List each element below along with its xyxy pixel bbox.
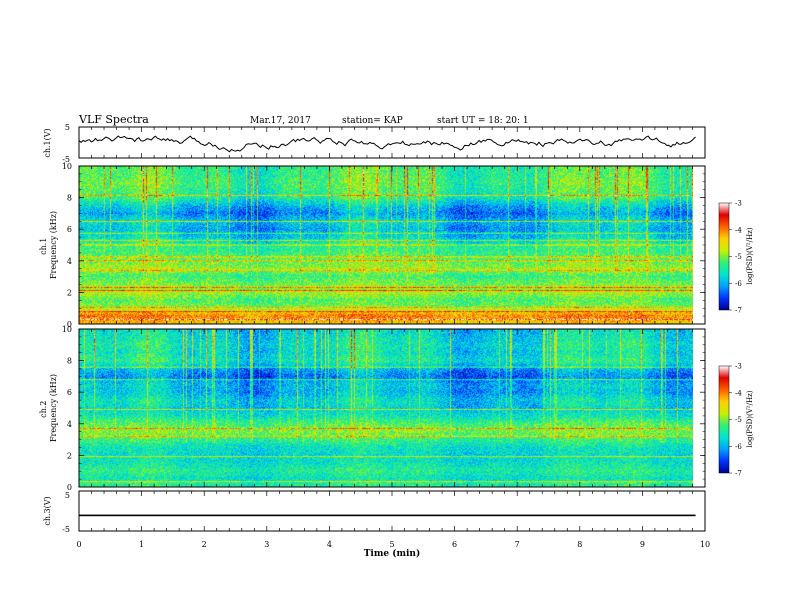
time-tick-label: 9 (640, 540, 645, 549)
ch1-colorbar-label: log(PSD)(V²/Hz) (746, 227, 754, 284)
ch1-colorbar-gradient (718, 202, 730, 311)
ch3-waveform-panel: 5 -5 ch.3(V) (43, 490, 706, 534)
cb1-tick-label: -7 (735, 307, 742, 315)
time-tick-label: 8 (577, 540, 582, 549)
ch1-ytick-label: 0 (67, 320, 72, 329)
ch2-ytick-label: 4 (67, 420, 72, 429)
ch1-spectrogram-image (79, 166, 693, 324)
ch1-ytick-bottom: -5 (62, 155, 70, 164)
ch1-ytick-label: 10 (62, 162, 72, 171)
ch3-xticks (78, 491, 706, 531)
time-tick-label: 3 (264, 540, 269, 549)
ch1-spectrogram-xticks (78, 166, 706, 324)
time-axis-tick-labels: 0 1 2 3 4 5 6 7 8 9 10 (76, 540, 710, 549)
ch2-colorbar: -3 -4 -5 -6 -7 log(PSD)(V²/Hz) (718, 363, 754, 478)
ch1-frequency-ylabel-line2: Frequency (kHz) (49, 211, 58, 279)
ch2-frequency-ylabel-line2: Frequency (kHz) (49, 374, 58, 442)
ch1-xticks (78, 127, 706, 158)
ch3-waveform-trace (79, 514, 696, 517)
ch1-ytick-label: 2 (67, 288, 72, 297)
ch3-ytick-top: 5 (65, 491, 70, 500)
cb2-tick-label: -6 (735, 443, 742, 451)
ch1-waveform-trace (78, 135, 696, 153)
ch3-ylabel: ch.3(V) (43, 496, 52, 525)
ch2-colorbar-label: log(PSD)(V²/Hz) (746, 390, 754, 447)
cb2-tick-label: -5 (735, 416, 742, 424)
cb2-tick-label: -7 (735, 470, 742, 478)
time-axis-label: Time (min) (364, 548, 421, 559)
figure-title: VLF Spectra (78, 113, 149, 126)
ch2-ytick-label: 10 (62, 325, 72, 334)
ch2-spectrogram-xticks (78, 329, 706, 487)
ch1-ylabel: ch.1(V) (43, 128, 52, 157)
ch1-waveform-panel: 5 -5 ch.1(V) (43, 123, 706, 164)
ch1-ytick-label: 6 (67, 225, 72, 234)
ch2-frequency-ylabel-line1: ch.2 (39, 401, 48, 418)
ch1-frequency-ticks: 0 2 4 6 8 10 (62, 162, 705, 329)
ch2-ytick-label: 0 (67, 483, 72, 492)
ch1-colorbar-ticks: -3 -4 -5 -6 -7 (729, 200, 742, 315)
station-label: station= KAP (342, 116, 403, 126)
cb2-tick-label: -3 (735, 363, 742, 371)
ch1-colorbar: -3 -4 -5 -6 -7 log(PSD)(V²/Hz) (718, 200, 754, 315)
ch2-frequency-ylabel: ch.2 Frequency (kHz) (39, 374, 58, 442)
cb2-tick-label: -4 (735, 389, 742, 397)
cb1-tick-label: -6 (735, 280, 742, 288)
time-tick-label: 6 (452, 540, 457, 549)
ch2-colorbar-ticks: -3 -4 -5 -6 -7 (729, 363, 742, 478)
time-tick-label: 7 (515, 540, 520, 549)
ch1-ytick-top: 5 (65, 123, 70, 132)
ch1-frequency-ylabel: ch.1 Frequency (kHz) (39, 211, 58, 279)
cb1-tick-label: -3 (735, 200, 742, 208)
time-tick-label: 4 (327, 540, 332, 549)
ch1-frequency-ylabel-line1: ch.1 (39, 238, 48, 255)
ch3-waveform-frame (78, 490, 706, 532)
start-time-label: start UT = 18: 20: 1 (437, 116, 529, 126)
time-tick-label: 1 (139, 540, 144, 549)
ch1-ytick-label: 4 (67, 257, 72, 266)
ch3-ytick-bottom: -5 (62, 525, 70, 534)
cb1-tick-label: -4 (735, 226, 742, 234)
figure-header: VLF Spectra Mar.17, 2017 station= KAP st… (78, 113, 529, 126)
ch1-spectrogram-panel: 0 2 4 6 8 10 ch.1 Frequency (kHz) (39, 162, 706, 329)
time-tick-label: 0 (76, 540, 81, 549)
time-tick-label: 2 (202, 540, 207, 549)
ch2-ytick-label: 2 (67, 451, 72, 460)
ch2-spectrogram-image (79, 329, 693, 487)
date-label: Mar.17, 2017 (250, 116, 311, 126)
ch2-ytick-label: 6 (67, 388, 72, 397)
ch2-spectrogram-panel: 0 2 4 6 8 10 ch.2 Frequency (kHz) (39, 325, 706, 492)
cb1-tick-label: -5 (735, 253, 742, 261)
time-tick-label: 10 (700, 540, 710, 549)
ch2-colorbar-gradient (718, 365, 730, 474)
ch2-ytick-label: 8 (67, 357, 72, 366)
ch2-frequency-ticks: 0 2 4 6 8 10 (62, 325, 705, 492)
ch1-ytick-label: 8 (67, 194, 72, 203)
time-tick-label: 5 (389, 540, 394, 549)
